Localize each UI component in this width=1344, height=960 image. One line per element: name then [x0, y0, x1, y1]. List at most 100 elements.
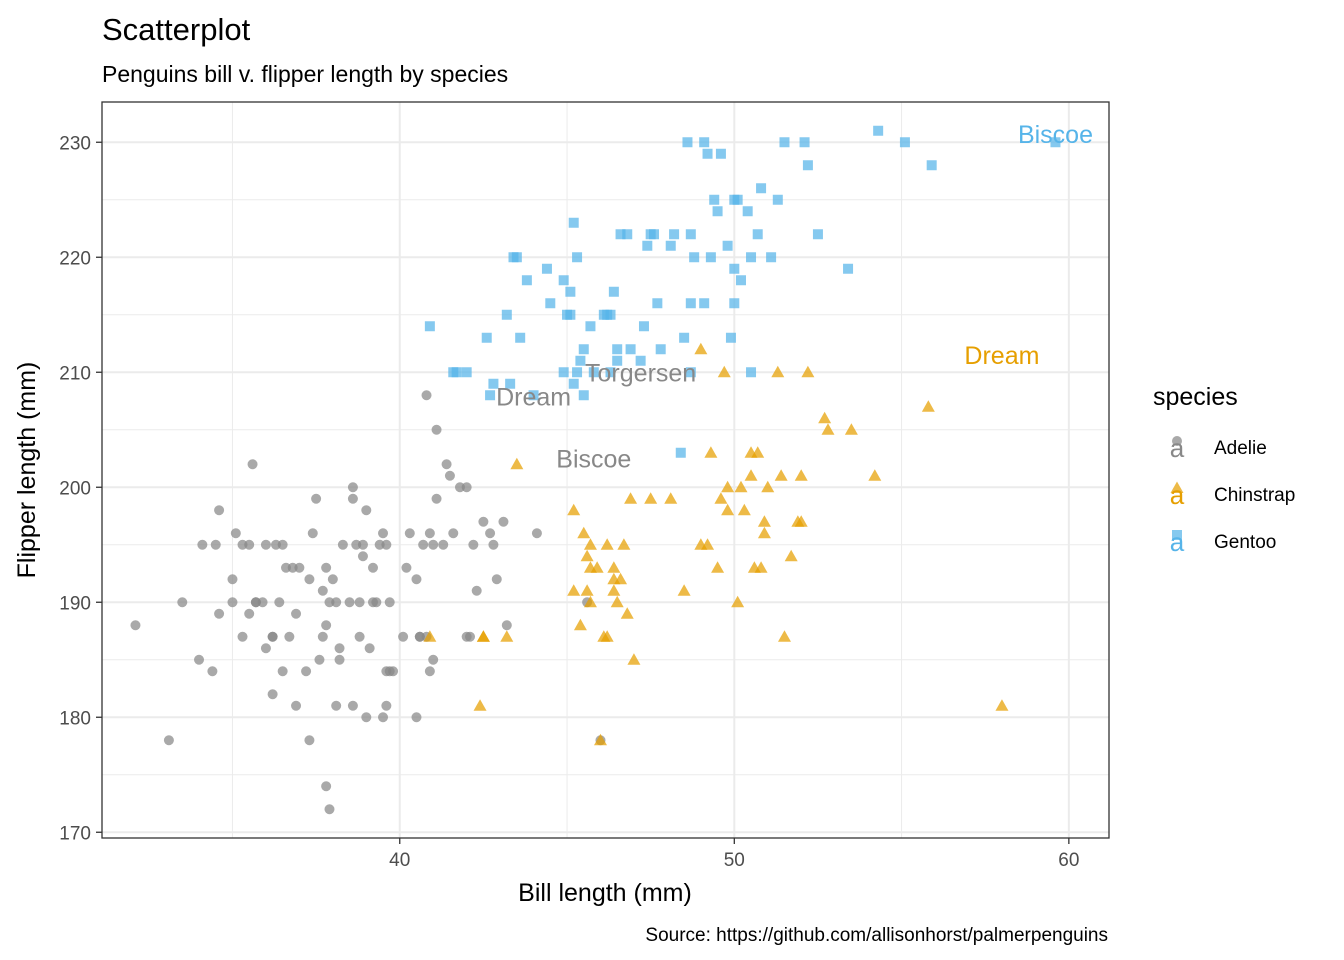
data-point-gentoo — [766, 252, 777, 263]
data-point-adelie — [468, 539, 479, 550]
data-point-chinstrap — [754, 561, 768, 573]
data-point-adelie — [311, 493, 322, 504]
data-point-adelie — [367, 562, 378, 573]
x-tick-label: 40 — [389, 850, 410, 871]
data-point-adelie — [418, 539, 429, 550]
data-point-adelie — [214, 608, 225, 619]
data-point-gentoo — [812, 229, 823, 240]
data-point-adelie — [210, 539, 221, 550]
data-point-adelie — [378, 528, 389, 539]
data-point-adelie — [438, 539, 449, 550]
data-point-adelie — [304, 574, 315, 585]
data-point-adelie — [491, 574, 502, 585]
data-point-adelie — [411, 712, 422, 723]
data-point-chinstrap — [714, 492, 728, 504]
data-point-adelie — [471, 585, 482, 596]
data-point-chinstrap — [801, 365, 815, 378]
data-point-gentoo — [625, 344, 636, 355]
data-point-gentoo — [515, 332, 526, 343]
data-point-chinstrap — [721, 480, 735, 493]
data-point-adelie — [324, 597, 335, 608]
data-point-gentoo — [742, 206, 753, 217]
data-point-adelie — [250, 597, 261, 608]
data-point-gentoo — [481, 332, 492, 343]
data-point-gentoo — [608, 286, 619, 297]
data-point-gentoo — [558, 367, 569, 378]
data-point-adelie — [347, 700, 358, 711]
data-point-gentoo — [699, 298, 710, 309]
point-label: Torgersen — [585, 359, 696, 387]
data-point-chinstrap — [610, 595, 624, 608]
y-tick-label: 180 — [59, 708, 91, 729]
point-label: Dream — [964, 342, 1039, 370]
data-point-chinstrap — [600, 630, 614, 642]
data-point-gentoo — [545, 298, 556, 309]
data-point-chinstrap — [868, 469, 882, 481]
data-point-chinstrap — [644, 492, 658, 504]
data-point-chinstrap — [694, 342, 708, 355]
data-point-chinstrap — [717, 365, 731, 378]
chart-caption: Source: https://github.com/allisonhorst/… — [645, 925, 1108, 946]
data-point-adelie — [177, 597, 188, 608]
data-point-adelie — [260, 539, 271, 550]
data-point-adelie — [331, 700, 342, 711]
data-point-adelie — [207, 666, 218, 677]
data-point-chinstrap — [627, 653, 641, 665]
data-point-gentoo — [729, 263, 740, 274]
data-point-adelie — [307, 528, 318, 539]
data-point-chinstrap — [677, 584, 691, 596]
data-point-adelie — [321, 781, 332, 792]
data-point-gentoo — [568, 217, 579, 228]
data-point-adelie — [214, 505, 225, 516]
data-point-gentoo — [669, 229, 680, 240]
data-point-gentoo — [575, 355, 586, 366]
data-point-adelie — [247, 459, 258, 470]
data-points — [130, 125, 1061, 815]
data-point-chinstrap — [818, 411, 832, 424]
y-tick-label: 220 — [59, 248, 91, 269]
data-point-adelie — [501, 620, 512, 631]
data-point-gentoo — [649, 229, 660, 240]
data-point-adelie — [314, 654, 325, 665]
data-point-chinstrap — [567, 503, 581, 516]
data-point-gentoo — [772, 194, 783, 205]
data-point-chinstrap — [721, 503, 735, 516]
data-point-gentoo — [682, 137, 693, 148]
data-point-chinstrap — [664, 492, 678, 504]
data-point-gentoo — [709, 194, 720, 205]
data-point-adelie — [384, 597, 395, 608]
data-point-chinstrap — [777, 630, 791, 642]
data-point-adelie — [411, 574, 422, 585]
data-point-adelie — [194, 654, 205, 665]
data-point-adelie — [230, 528, 241, 539]
data-point-chinstrap — [821, 423, 835, 435]
data-point-adelie — [444, 470, 455, 481]
data-point-chinstrap — [500, 630, 514, 642]
data-point-adelie — [321, 620, 332, 631]
data-point-adelie — [354, 631, 365, 642]
data-point-gentoo — [843, 263, 854, 274]
data-point-chinstrap — [593, 733, 607, 746]
data-point-gentoo — [685, 367, 696, 378]
legend-label: Chinstrap — [1214, 485, 1295, 506]
y-tick-label: 200 — [59, 478, 91, 499]
data-point-adelie — [485, 528, 496, 539]
data-point-gentoo — [715, 148, 726, 159]
data-point-chinstrap — [580, 549, 594, 562]
data-point-chinstrap — [794, 515, 808, 527]
data-point-chinstrap — [510, 457, 524, 470]
data-point-adelie — [431, 493, 442, 504]
data-point-adelie — [531, 528, 542, 539]
data-point-adelie — [441, 459, 452, 470]
data-point-gentoo — [578, 390, 589, 401]
chart-subtitle: Penguins bill v. flipper length by speci… — [102, 61, 508, 87]
axes: 40 50 60 170 180 190 200 210 220 230 — [59, 133, 1079, 871]
data-point-adelie — [277, 666, 288, 677]
data-point-gentoo — [685, 298, 696, 309]
data-point-chinstrap — [744, 469, 758, 481]
data-point-adelie — [337, 539, 348, 550]
data-point-gentoo — [679, 332, 690, 343]
legend-key-glyph: a — [1170, 433, 1185, 463]
data-point-adelie — [361, 505, 372, 516]
data-point-gentoo — [565, 286, 576, 297]
